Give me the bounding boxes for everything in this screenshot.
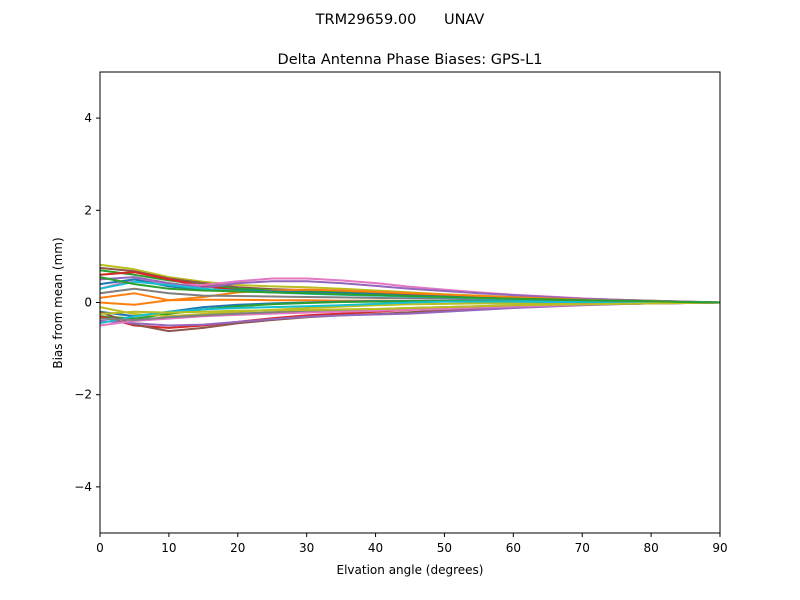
y-tick-label: −2 — [74, 388, 92, 402]
y-axis-label: Bias from mean (mm) — [51, 237, 65, 368]
y-tick-label: 4 — [84, 111, 92, 125]
x-tick-label: 90 — [712, 541, 727, 555]
chart-title: Delta Antenna Phase Biases: GPS-L1 — [278, 52, 543, 68]
y-tick-label: 0 — [84, 296, 92, 310]
x-tick-label: 60 — [506, 541, 521, 555]
series-line-22 — [99, 276, 721, 304]
x-tick-label: 40 — [368, 541, 383, 555]
x-tick-label: 70 — [575, 541, 590, 555]
series-line-21 — [99, 301, 721, 315]
x-tick-label: 0 — [96, 541, 104, 555]
x-axis-label: Elvation angle (degrees) — [337, 563, 484, 577]
x-tick-label: 10 — [161, 541, 176, 555]
series-layer — [99, 263, 721, 333]
y-tick-label: −4 — [74, 480, 92, 494]
y-tick-label: 2 — [84, 203, 92, 217]
x-axis: 0 10 20 30 40 50 60 70 80 90 — [96, 533, 728, 555]
y-axis: −4 −2 0 2 4 — [74, 111, 100, 494]
x-tick-label: 30 — [299, 541, 314, 555]
x-tick-label: 80 — [643, 541, 658, 555]
series-line-19 — [99, 300, 720, 325]
x-tick-label: 50 — [437, 541, 452, 555]
x-tick-label: 20 — [230, 541, 245, 555]
chart-suptitle: TRM29659.00 UNAV — [315, 12, 485, 28]
